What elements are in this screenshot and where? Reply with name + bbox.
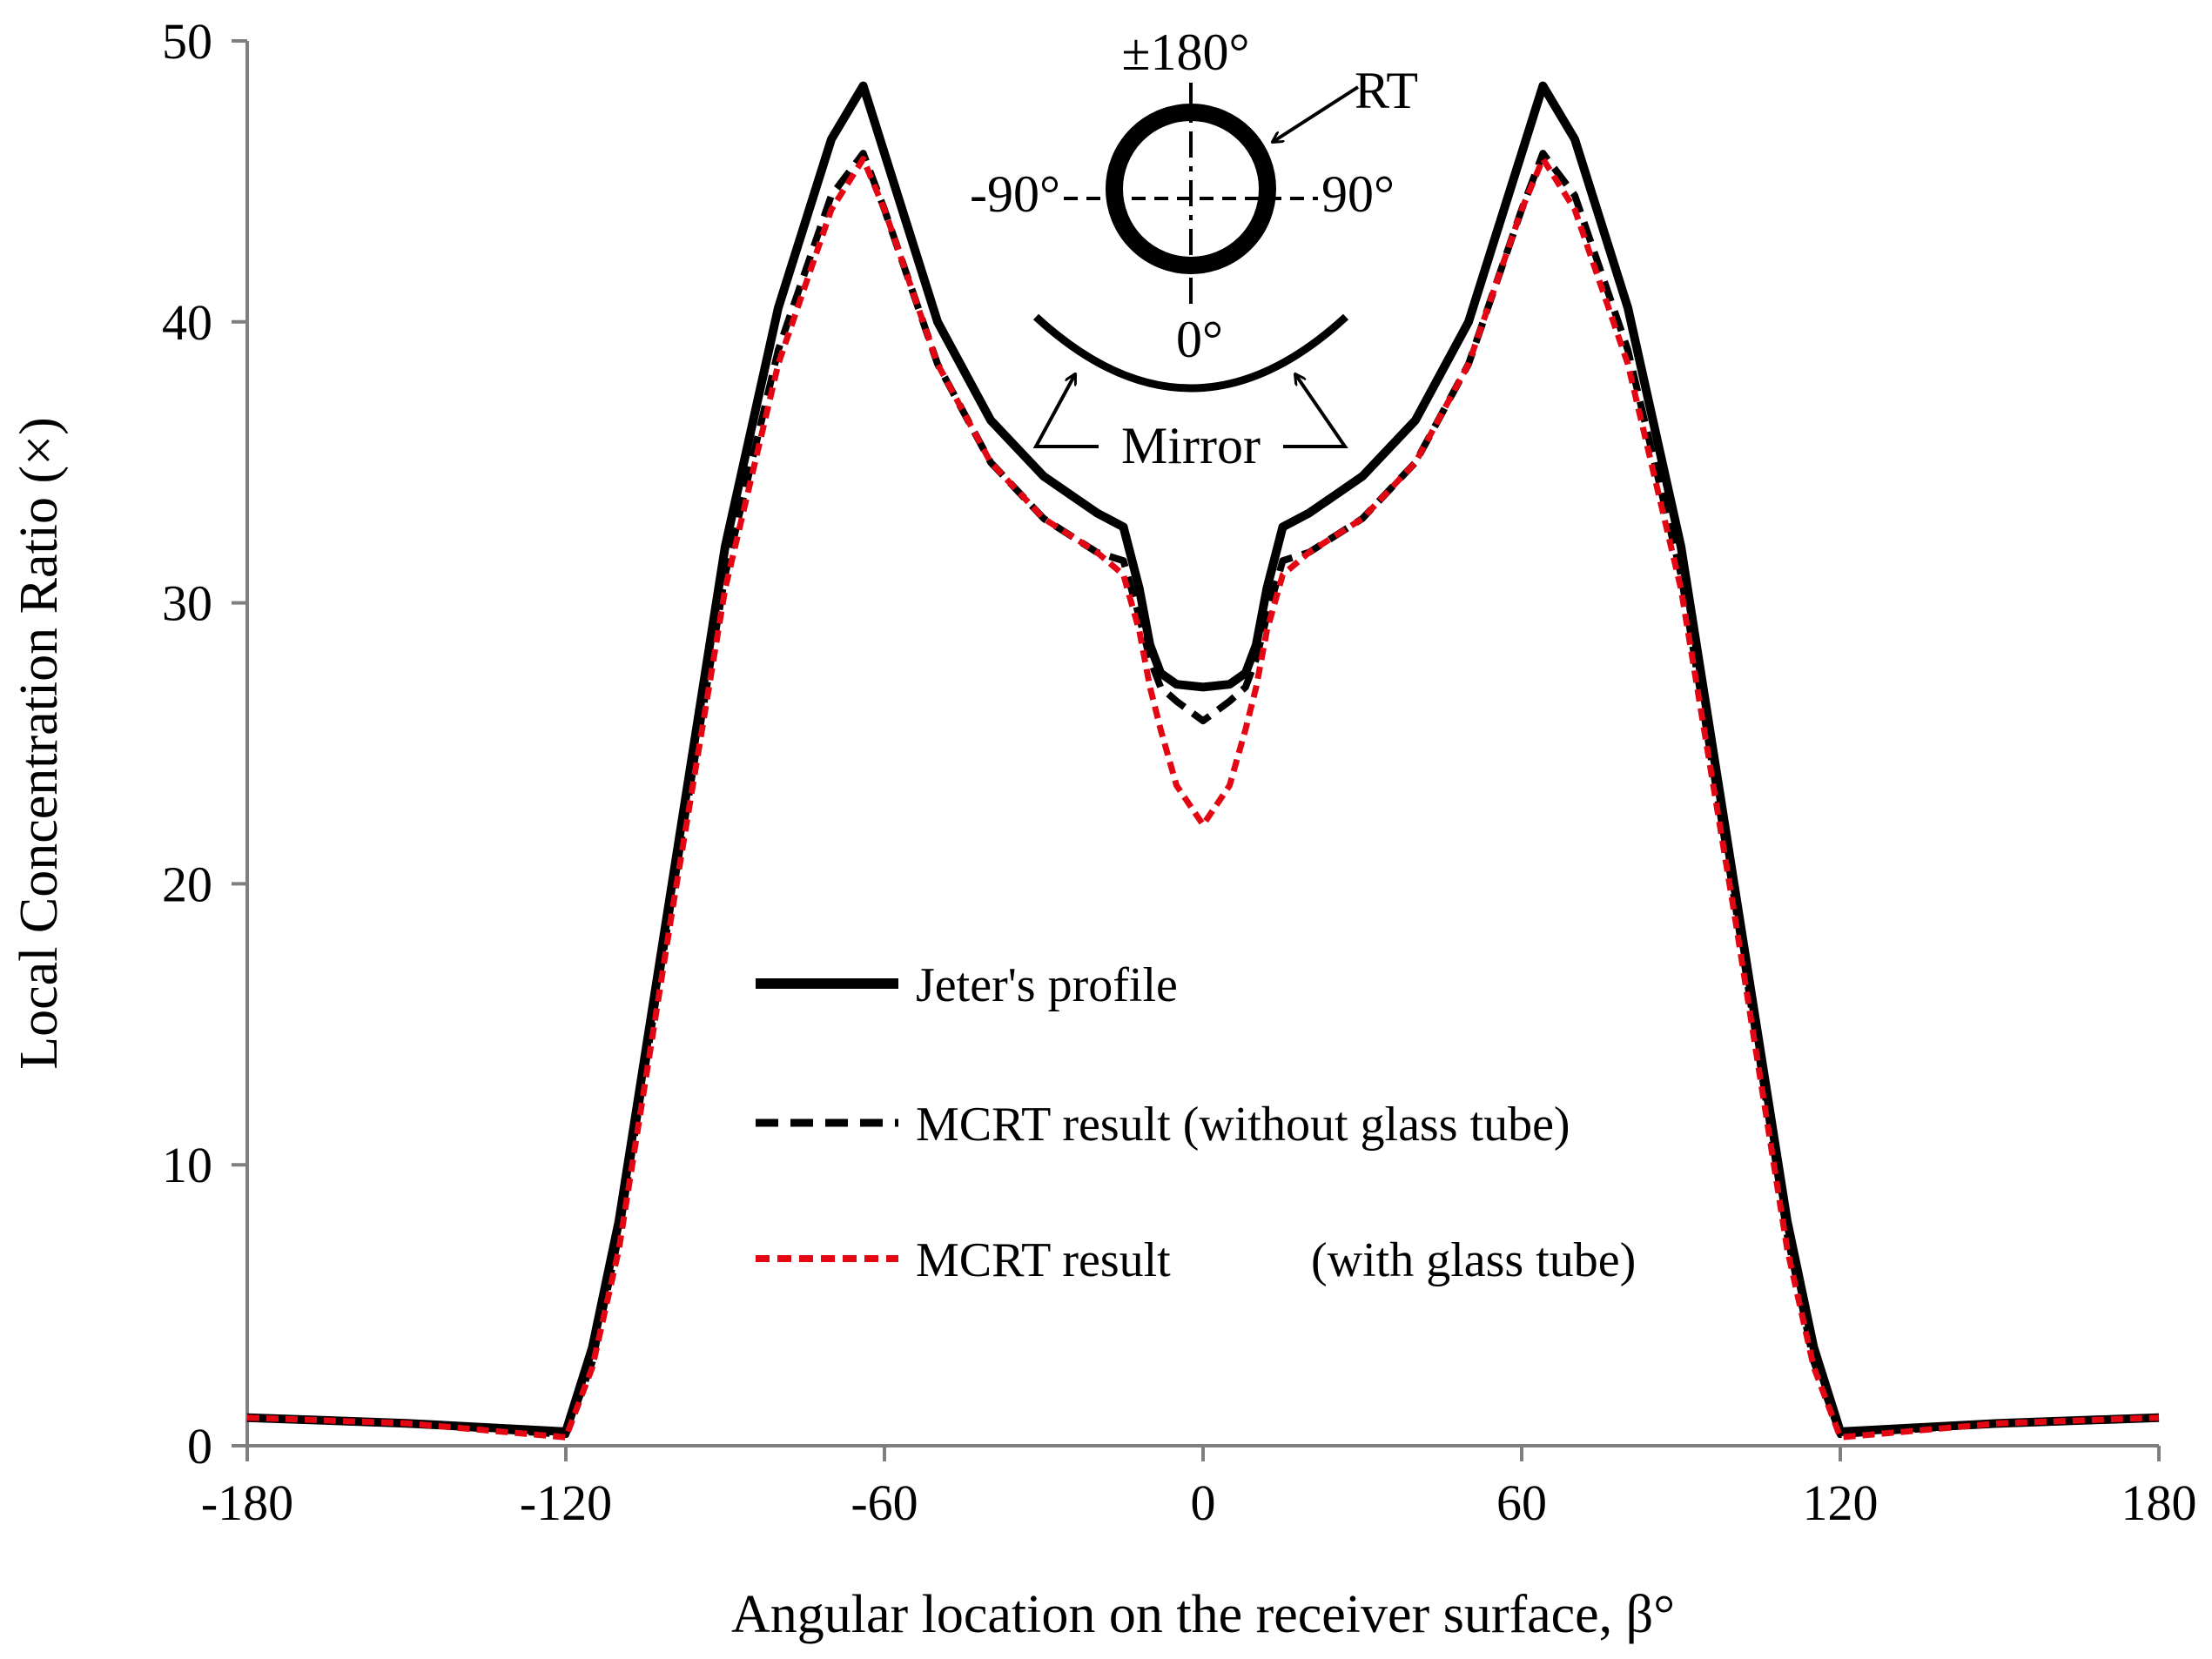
mirror-arc: [1032, 313, 1349, 393]
label-mirror: Mirror: [1121, 417, 1261, 474]
x-tick-label: -180: [201, 1474, 293, 1531]
x-tick-label: -120: [520, 1474, 612, 1531]
label-right-angle: 90°: [1321, 165, 1395, 223]
series-line-jeter: [246, 81, 2160, 1436]
legend-label-without-glass: MCRT result (without glass tube): [916, 1098, 1570, 1152]
y-axis-title: Local Concentration Ratio (×): [10, 417, 69, 1069]
legend: Jeter's profile MCRT result (without gla…: [756, 958, 1636, 1287]
x-axis-title: Angular location on the receiver surface…: [731, 1585, 1675, 1644]
x-tick-label: -60: [851, 1474, 918, 1531]
receiver-schematic: ±180° -90° 90° 0° RT Mirror: [970, 24, 1418, 474]
x-tick-label: 120: [1803, 1474, 1879, 1531]
x-tick-label: 60: [1496, 1474, 1547, 1531]
label-top-angle: ±180°: [1122, 24, 1250, 81]
legend-label-with-glass-note: (with glass tube): [1311, 1233, 1636, 1287]
rt-arrow: [1273, 85, 1360, 142]
label-receiver: RT: [1355, 62, 1418, 119]
legend-label-jeter: Jeter's profile: [916, 958, 1178, 1012]
label-bottom-angle: 0°: [1176, 311, 1223, 368]
y-tick-group: 0 10 20 30 40 50: [162, 13, 247, 1474]
series-line-with-glass: [246, 156, 2160, 1441]
y-tick-label: 20: [162, 856, 212, 912]
label-left-angle: -90°: [970, 165, 1060, 223]
x-tick-label: 180: [2121, 1474, 2197, 1531]
y-tick-label: 40: [162, 294, 212, 351]
series-line-without-glass: [246, 150, 2160, 1439]
y-tick-label: 0: [187, 1418, 212, 1474]
series-layer: [246, 81, 2160, 1441]
y-tick-label: 10: [162, 1137, 212, 1193]
mirror-arrow-right: [1283, 374, 1348, 448]
legend-label-with-glass: MCRT result: [916, 1233, 1171, 1287]
y-tick-label: 30: [162, 575, 212, 632]
y-tick-label: 50: [162, 13, 212, 70]
x-tick-group: -180 -120 -60 0 60 120 180: [201, 1446, 2197, 1531]
mirror-arrow-left: [1032, 374, 1099, 448]
x-tick-label: 0: [1191, 1474, 1216, 1531]
